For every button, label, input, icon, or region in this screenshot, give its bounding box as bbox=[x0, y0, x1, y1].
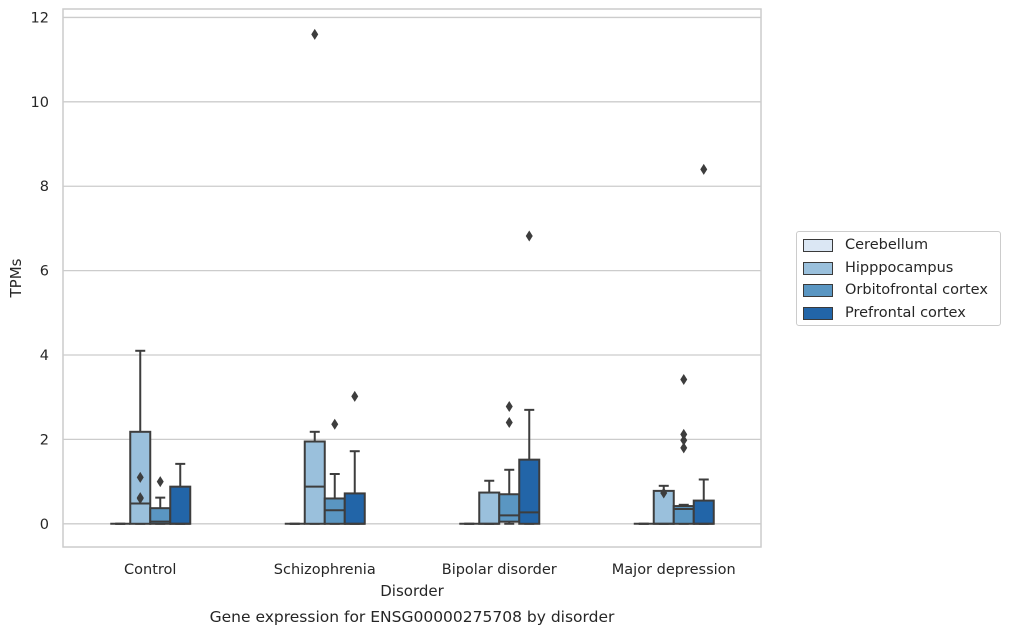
legend-label: Prefrontal cortex bbox=[845, 305, 966, 321]
box-orbitofrontal-cortex bbox=[498, 400, 521, 525]
box-body bbox=[303, 440, 326, 525]
box-body bbox=[169, 485, 192, 525]
y-tick-labels: 0 2 4 6 8 10 12 bbox=[31, 10, 49, 532]
box-hipppocampus bbox=[303, 28, 326, 525]
outlier-point bbox=[351, 390, 359, 402]
chart-title: Gene expression for ENSG00000275708 by d… bbox=[210, 608, 615, 626]
box-orbitofrontal-cortex bbox=[323, 418, 346, 525]
y-tick-label: 8 bbox=[40, 179, 49, 195]
outlier-point bbox=[331, 418, 339, 430]
outlier-point bbox=[680, 434, 688, 446]
box-prefrontal-cortex bbox=[343, 390, 366, 525]
box-orbitofrontal-cortex bbox=[149, 476, 172, 525]
x-tick-label: Control bbox=[124, 562, 176, 578]
box-body bbox=[478, 491, 501, 525]
legend-label: Orbitofrontal cortex bbox=[845, 282, 988, 298]
box-prefrontal-cortex bbox=[692, 163, 715, 525]
y-axis-label: TPMs bbox=[7, 258, 25, 298]
outlier-point bbox=[660, 487, 668, 499]
x-axis-label: Disorder bbox=[380, 582, 444, 600]
box-prefrontal-cortex bbox=[518, 230, 541, 525]
outlier-point bbox=[700, 163, 708, 175]
outlier-point bbox=[505, 400, 513, 412]
legend-item-cerebellum: Cerebellum bbox=[803, 235, 928, 255]
legend-item-orbitofrontal-cortex: Orbitofrontal cortex bbox=[803, 280, 988, 300]
box-body bbox=[518, 458, 541, 525]
legend-label: Cerebellum bbox=[845, 237, 929, 253]
legend-swatch bbox=[803, 238, 833, 252]
outlier-point bbox=[505, 417, 513, 429]
y-tick-label: 0 bbox=[40, 517, 49, 533]
legend-label: Hipppocampus bbox=[845, 260, 954, 276]
y-tick-label: 10 bbox=[31, 95, 49, 111]
outlier-point bbox=[156, 476, 164, 488]
y-tick-label: 6 bbox=[40, 264, 49, 280]
outlier-point bbox=[680, 442, 688, 454]
outlier-point bbox=[311, 28, 319, 40]
outlier-point bbox=[525, 230, 533, 242]
box-hipppocampus bbox=[129, 349, 152, 525]
legend-swatch bbox=[803, 261, 833, 275]
box-prefrontal-cortex bbox=[169, 462, 192, 525]
y-tick-label: 2 bbox=[40, 432, 49, 448]
plot-area-frame bbox=[62, 8, 762, 548]
y-tick-label: 12 bbox=[31, 10, 49, 26]
legend-item-prefrontal-cortex: Prefrontal cortex bbox=[803, 303, 966, 323]
box-body bbox=[692, 499, 715, 525]
x-tick-label: Major depression bbox=[612, 562, 736, 578]
outlier-point bbox=[680, 428, 688, 440]
box-orbitofrontal-cortex bbox=[672, 373, 695, 525]
box-body bbox=[343, 492, 366, 525]
x-tick-label: Schizophrenia bbox=[274, 562, 376, 578]
box-body bbox=[498, 493, 521, 523]
legend-swatch bbox=[803, 283, 833, 297]
x-tick-label: Bipolar disorder bbox=[442, 562, 557, 578]
y-tick-label: 4 bbox=[40, 348, 49, 364]
legend: Cerebellum Hipppocampus Orbitofrontal co… bbox=[796, 231, 1001, 326]
outlier-point bbox=[136, 471, 144, 483]
outlier-point bbox=[680, 373, 688, 385]
x-tick-labels: Control Schizophrenia Bipolar disorder Majo… bbox=[124, 562, 736, 578]
box-hipppocampus bbox=[652, 484, 675, 525]
grid-lines bbox=[63, 16, 761, 525]
box-hipppocampus bbox=[478, 479, 501, 525]
legend-item-hippocampus: Hipppocampus bbox=[803, 258, 953, 278]
boxes bbox=[110, 28, 715, 525]
outlier-point bbox=[136, 492, 144, 504]
legend-swatch bbox=[803, 306, 833, 320]
